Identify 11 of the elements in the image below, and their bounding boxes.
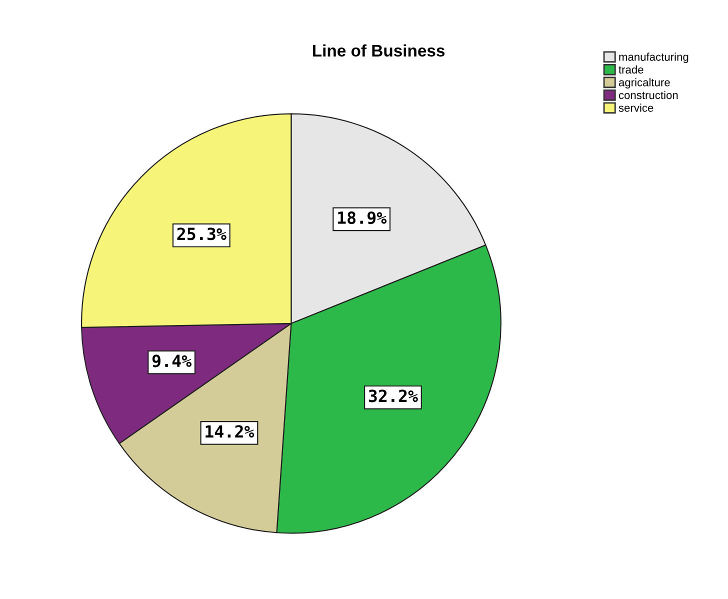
legend-label: trade [618,65,644,74]
data-label: 25.3% [177,228,226,240]
legend-label: agricalture [618,78,670,89]
legend-label: construction [618,90,678,100]
legend-label: service [618,104,654,112]
chart-title: Line of Business [313,44,445,57]
data-label: 18.9% [338,211,387,224]
legend-label: manufacturing [619,52,688,64]
data-label: 14.2% [206,425,254,438]
data-label: 32.2% [368,390,418,402]
data-label: 9.4% [152,354,192,368]
